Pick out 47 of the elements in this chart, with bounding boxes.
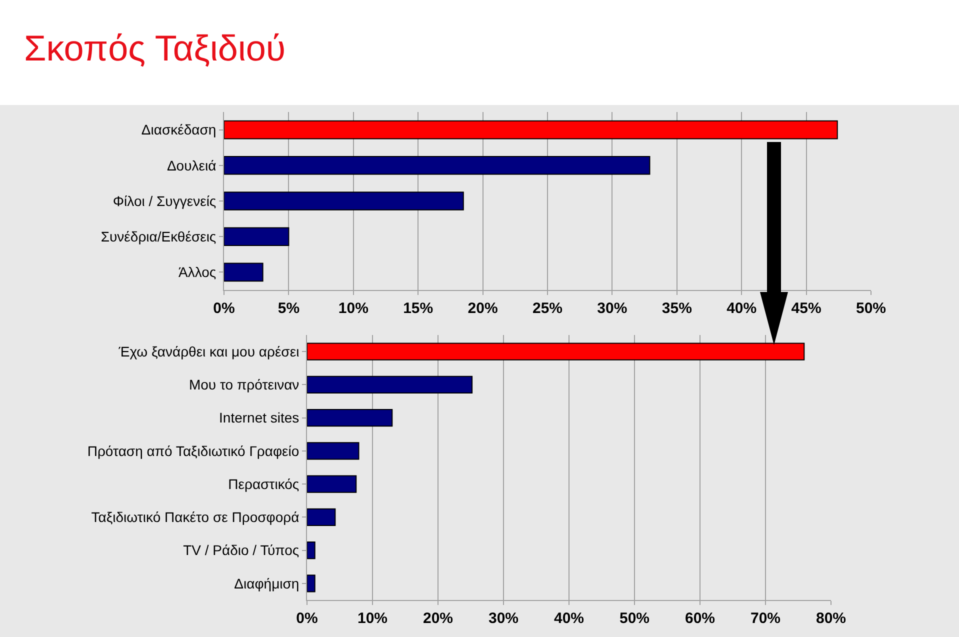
- bar: [307, 475, 357, 493]
- x-tick-label: 50%: [619, 610, 650, 627]
- y-tick-label: Διασκέδαση: [141, 122, 216, 138]
- y-tick-label: Συνέδρια/Εκθέσεις: [100, 228, 216, 244]
- x-tick-label: 40%: [554, 610, 584, 627]
- bar: [307, 376, 473, 394]
- chart-title: Σκοπός Ταξιδιού: [24, 27, 286, 68]
- x-tick-label: 20%: [422, 610, 454, 627]
- bar: [307, 508, 336, 526]
- y-tick-label: Διαφήμιση: [234, 575, 300, 592]
- x-tick-label: 10%: [357, 610, 388, 627]
- x-tick-label: 45%: [791, 300, 822, 317]
- x-tick-label: 60%: [684, 610, 716, 627]
- x-tick-label: 25%: [532, 300, 563, 317]
- bar: [307, 442, 360, 460]
- y-tick-label: Περαστικός: [228, 476, 300, 492]
- x-tick-label: 0%: [213, 300, 235, 317]
- x-tick-label: 50%: [856, 300, 886, 317]
- y-tick-label: Έχω ξανάρθει και μου αρέσει: [118, 343, 300, 360]
- x-tick-label: 40%: [726, 300, 757, 317]
- x-tick-label: 0%: [296, 610, 318, 627]
- y-tick-label: Ταξιδιωτικό Πακέτο σε Προσφορά: [91, 509, 300, 526]
- y-tick-label: Δουλειά: [166, 157, 216, 174]
- y-tick-label: Internet sites: [219, 410, 300, 426]
- bar: [307, 342, 805, 360]
- x-tick-label: 35%: [662, 300, 692, 317]
- x-tick-label: 10%: [338, 300, 368, 317]
- x-tick-label: 30%: [597, 300, 628, 317]
- y-tick-label: Πρόταση από Ταξιδιωτικό Γραφείο: [87, 442, 300, 459]
- bar: [224, 227, 290, 246]
- x-tick-label: 30%: [488, 610, 519, 627]
- y-tick-label: Άλλος: [178, 264, 216, 280]
- bar: [224, 156, 650, 175]
- y-tick-label: Μου το πρότειναν: [188, 376, 300, 393]
- x-tick-label: 70%: [750, 610, 781, 627]
- x-tick-label: 15%: [403, 300, 434, 317]
- x-tick-label: 5%: [278, 300, 300, 317]
- bar: [307, 542, 316, 560]
- x-tick-label: 80%: [816, 610, 846, 627]
- bar: [224, 262, 264, 282]
- x-tick-label: 20%: [468, 300, 498, 317]
- bar: [307, 409, 393, 427]
- y-tick-label: TV / Ράδιο / Τύπος: [183, 542, 300, 558]
- y-tick-label: Φίλοι / Συγγενείς: [112, 192, 216, 209]
- bar: [307, 574, 316, 592]
- bar: [224, 192, 464, 210]
- bar: [224, 120, 838, 140]
